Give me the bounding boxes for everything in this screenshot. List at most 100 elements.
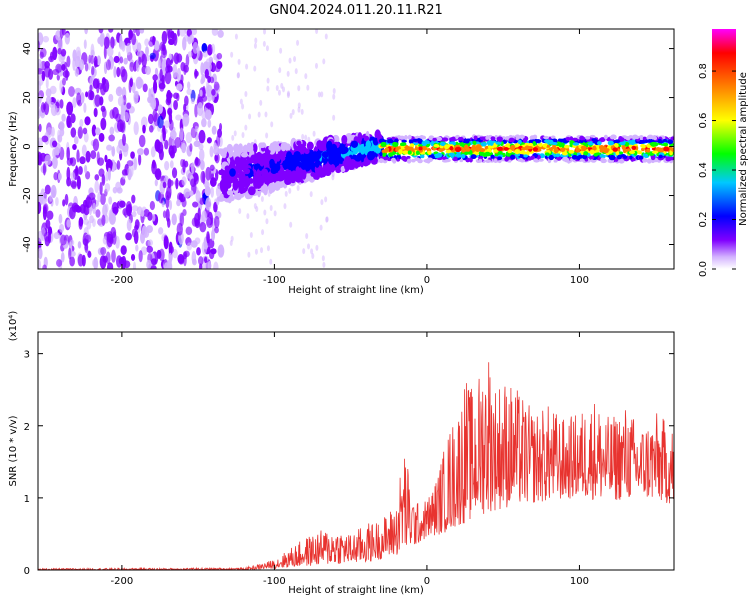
spectrogram-cell bbox=[510, 154, 516, 160]
spectrogram-cell bbox=[247, 186, 256, 196]
spectrogram-cell bbox=[614, 158, 619, 162]
spectrogram-cell bbox=[97, 157, 105, 166]
spectrogram-cell bbox=[134, 224, 139, 231]
spectrogram-cell bbox=[45, 96, 52, 105]
spectrogram-cell bbox=[99, 33, 105, 47]
spectrogram-cell bbox=[597, 141, 602, 146]
spectrogram-cell bbox=[45, 219, 51, 229]
spectrogram-cell bbox=[211, 229, 216, 241]
spectrogram-cell bbox=[142, 83, 148, 93]
spectrogram-cell bbox=[182, 159, 186, 173]
spectrogram-cell bbox=[514, 149, 521, 154]
snr-x-label: Height of straight line (km) bbox=[288, 585, 424, 596]
snr-panel: -200 -100 0 100 0 1 2 3 Height of straight lin… bbox=[8, 311, 675, 596]
spectrogram-cell bbox=[535, 139, 542, 144]
spectrogram-cell bbox=[650, 141, 657, 147]
spectrogram-cell bbox=[470, 154, 477, 160]
spectrogram-cell bbox=[45, 77, 49, 89]
spectrogram-cell bbox=[324, 196, 328, 203]
spectrogram-cell bbox=[163, 234, 168, 242]
spectrogram-cell bbox=[555, 156, 562, 161]
spectrogram-cell bbox=[150, 146, 156, 158]
spectrogram-cell bbox=[87, 89, 93, 101]
spectrogram-cell bbox=[202, 85, 206, 96]
spectrogram-cell bbox=[76, 92, 82, 106]
spectrogram-cell bbox=[108, 29, 114, 33]
spectrogram-cell bbox=[421, 140, 428, 147]
spectrogram-cell bbox=[384, 147, 390, 153]
spectrogram-cell bbox=[457, 136, 464, 141]
spectrogram-cell bbox=[311, 253, 315, 260]
spectrogram-cell bbox=[646, 148, 651, 153]
spectrogram-cell bbox=[41, 70, 46, 82]
spectrogram-cell bbox=[475, 144, 482, 150]
spectrogram-cell bbox=[118, 257, 125, 266]
spectrogram-cell bbox=[119, 66, 126, 78]
spectrogram-cell bbox=[111, 146, 115, 156]
spectrogram-cell bbox=[39, 47, 47, 58]
spectrogram-cell bbox=[180, 61, 186, 72]
spectrogram-cell bbox=[85, 91, 89, 98]
spectrogram-cell bbox=[70, 127, 77, 138]
spectrogram-cell bbox=[50, 184, 57, 199]
spectrogram-cell bbox=[332, 88, 336, 95]
spectrogram-cell bbox=[224, 165, 231, 172]
spectrogram-cell bbox=[232, 143, 240, 154]
spectrogram-cell bbox=[148, 39, 154, 47]
spectrogram-cell bbox=[279, 47, 283, 54]
spectrogram-y-tick-label: 20 bbox=[22, 91, 33, 104]
spectrogram-cell bbox=[256, 153, 263, 164]
spectrogram-cell bbox=[670, 136, 674, 141]
spectrogram-cell bbox=[61, 113, 66, 122]
spectrogram-cell bbox=[87, 250, 92, 258]
spectrogram-cell bbox=[204, 109, 212, 121]
spectrogram-cell bbox=[44, 184, 51, 195]
spectrogram-cell bbox=[189, 143, 193, 152]
spectrogram-cell bbox=[96, 55, 101, 66]
spectrogram-cell bbox=[66, 176, 72, 187]
spectrogram-cell bbox=[478, 158, 483, 163]
spectrogram-cell bbox=[72, 143, 77, 150]
spectrogram-cell bbox=[295, 166, 301, 175]
spectrogram-cell bbox=[283, 203, 287, 210]
spectrogram-cell bbox=[646, 158, 652, 164]
spectrogram-cell bbox=[129, 61, 135, 72]
spectrogram-cell bbox=[60, 48, 67, 57]
spectrogram-cell bbox=[164, 70, 172, 85]
spectrogram-cell bbox=[194, 156, 199, 166]
spectrogram-cell bbox=[603, 134, 608, 140]
spectrogram-cell bbox=[198, 148, 205, 162]
spectrogram-cell bbox=[378, 158, 384, 164]
spectrogram-cell bbox=[582, 154, 588, 160]
spectrogram-cell bbox=[394, 138, 399, 143]
spectrogram-cell bbox=[309, 191, 313, 198]
spectrogram-cell bbox=[515, 135, 520, 141]
spectrogram-cell bbox=[399, 142, 405, 146]
spectrogram-cell bbox=[260, 247, 264, 254]
spectrogram-cell bbox=[151, 213, 156, 222]
spectrogram-cell bbox=[209, 145, 214, 158]
spectrogram-cell bbox=[261, 183, 269, 194]
spectrogram-cell bbox=[190, 240, 198, 248]
spectrogram-cell bbox=[525, 150, 530, 156]
spectrogram-cell bbox=[253, 203, 257, 210]
spectrogram-cell bbox=[207, 119, 212, 128]
spectrogram-cell bbox=[324, 33, 328, 40]
spectrogram-cell bbox=[42, 35, 50, 43]
spectrogram-cell bbox=[399, 135, 405, 140]
spectrogram-cell bbox=[167, 107, 173, 116]
snr-series-line bbox=[38, 362, 674, 570]
spectrogram-cell bbox=[158, 227, 164, 235]
spectrogram-cell bbox=[341, 134, 348, 145]
spectrogram-cell bbox=[269, 158, 275, 167]
spectrogram-cell bbox=[92, 78, 100, 89]
spectrogram-cell bbox=[647, 138, 654, 143]
snr-x-tick-label: 100 bbox=[570, 576, 589, 587]
spectrogram-cell bbox=[278, 67, 282, 74]
spectrogram-cell bbox=[66, 219, 71, 228]
spectrogram-cell bbox=[242, 159, 247, 166]
spectrogram-cell bbox=[201, 95, 208, 102]
spectrogram-cell bbox=[319, 224, 323, 231]
spectrogram-cell bbox=[266, 77, 270, 84]
spectrogram-cell bbox=[130, 253, 136, 261]
